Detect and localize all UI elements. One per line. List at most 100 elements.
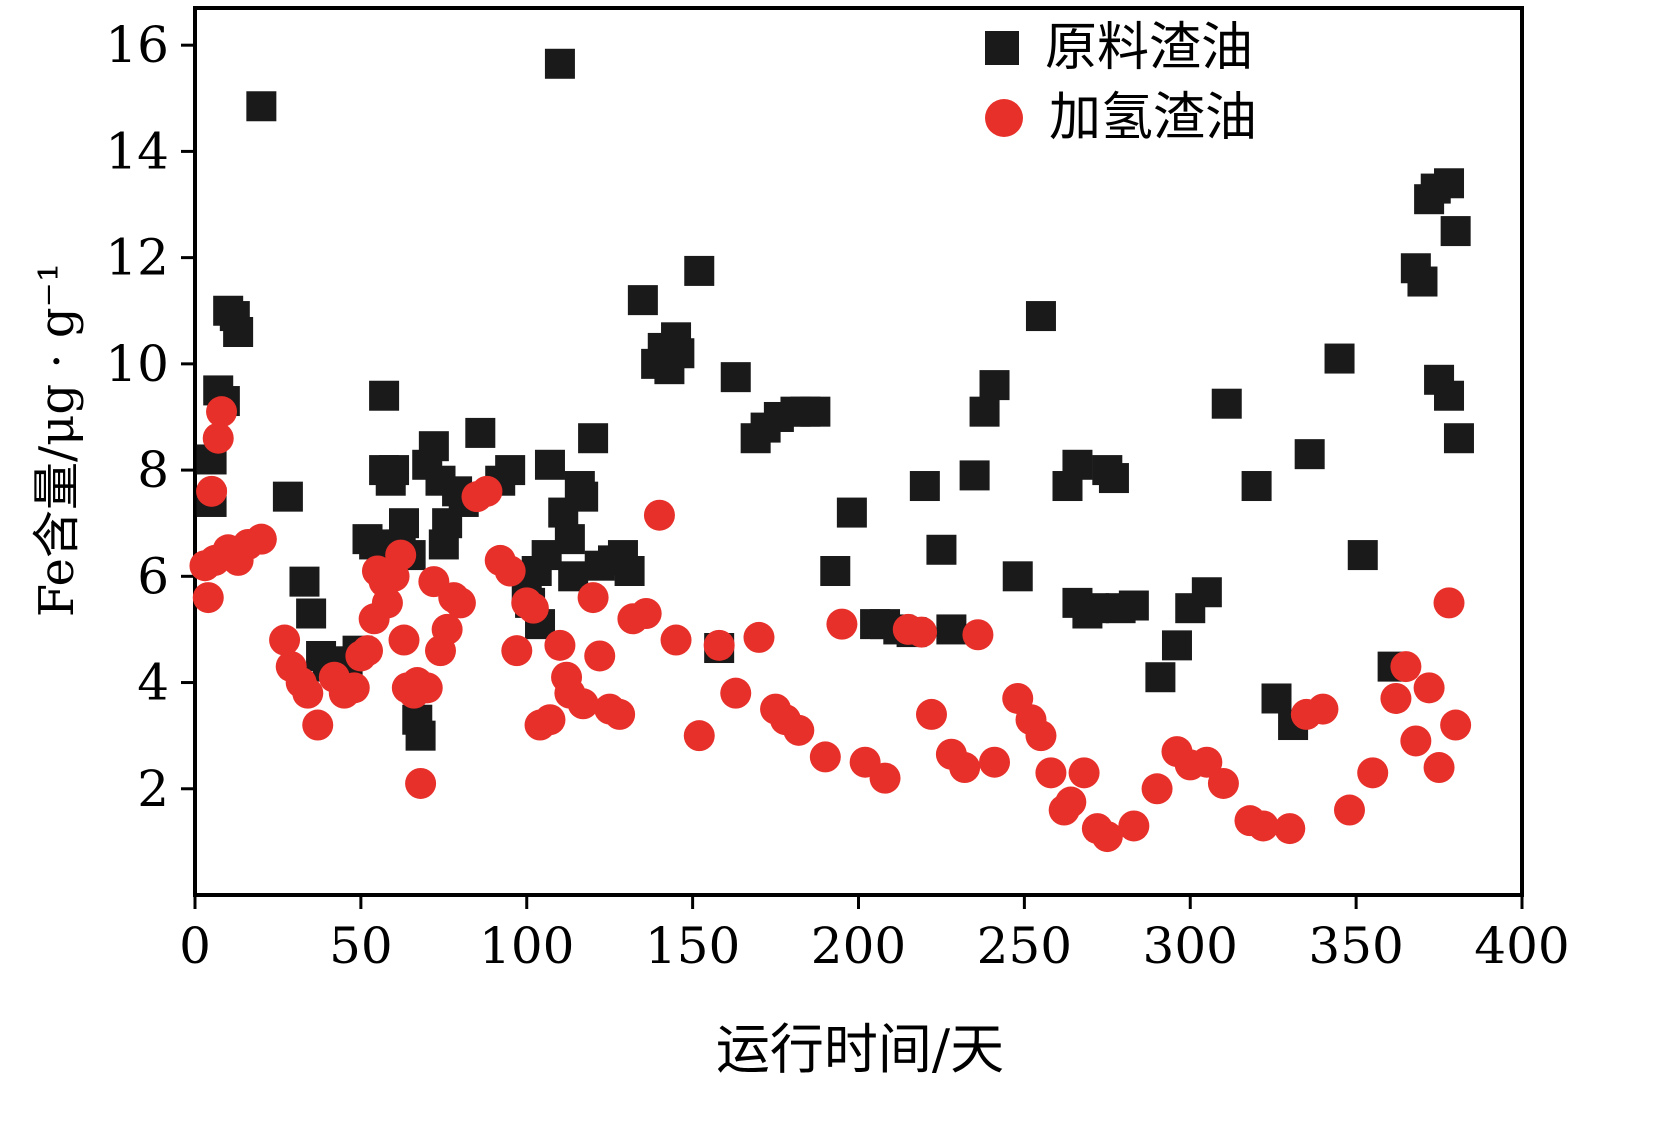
data-point-square <box>223 316 254 347</box>
x-tick-label: 100 <box>479 917 574 975</box>
data-point-circle <box>1035 757 1067 789</box>
data-point-circle <box>630 597 662 629</box>
data-point-circle <box>1068 757 1100 789</box>
x-tick-label: 150 <box>645 917 740 975</box>
x-tick-label: 250 <box>977 917 1072 975</box>
data-point-square <box>405 720 436 751</box>
data-point-square <box>627 285 658 316</box>
data-point-square <box>1407 266 1438 297</box>
data-point-circle <box>431 613 463 645</box>
data-point-circle <box>352 635 384 667</box>
data-point-circle <box>544 629 576 661</box>
data-point-square <box>568 481 599 512</box>
data-point-circle <box>1141 773 1173 805</box>
data-point-square <box>389 508 420 539</box>
data-point-square <box>1025 301 1056 332</box>
x-tick-label: 0 <box>179 917 211 975</box>
data-point-square <box>1294 439 1325 470</box>
data-point-square <box>289 566 320 597</box>
square-marker-icon <box>985 31 1019 65</box>
x-tick-label: 400 <box>1474 917 1569 975</box>
data-point-circle <box>1440 709 1472 741</box>
data-point-circle <box>1333 794 1365 826</box>
circle-marker-icon <box>985 99 1023 137</box>
data-point-circle <box>743 621 775 653</box>
data-point-square <box>800 396 831 427</box>
data-point-square <box>1347 540 1378 571</box>
data-point-square <box>1261 683 1292 714</box>
data-point-square <box>1161 630 1192 661</box>
y-tick-label: 4 <box>137 654 169 712</box>
data-point-square <box>936 614 967 645</box>
data-point-square <box>909 471 940 502</box>
data-point-square <box>379 455 410 486</box>
data-point-circle <box>826 608 858 640</box>
data-point-square <box>1118 590 1149 621</box>
data-point-square <box>1145 662 1176 693</box>
data-point-square <box>1098 463 1129 494</box>
data-point-square <box>820 556 851 587</box>
data-point-circle <box>1247 810 1279 842</box>
data-point-circle <box>1055 786 1087 818</box>
data-point-circle <box>206 396 238 428</box>
data-point-square <box>296 598 327 629</box>
data-point-circle <box>703 629 735 661</box>
data-point-circle <box>906 616 938 648</box>
data-point-square <box>1002 561 1033 592</box>
data-point-circle <box>1191 746 1223 778</box>
data-point-square <box>720 362 751 393</box>
x-tick-label: 50 <box>329 917 393 975</box>
data-point-circle <box>720 677 752 709</box>
data-point-circle <box>269 624 301 656</box>
data-point-square <box>359 529 390 560</box>
data-point-circle <box>1118 810 1150 842</box>
data-point-circle <box>1433 587 1465 619</box>
data-point-circle <box>1025 720 1057 752</box>
data-point-square <box>926 534 957 565</box>
data-point-square <box>534 449 565 480</box>
data-point-circle <box>1307 693 1339 725</box>
x-tick-label: 300 <box>1143 917 1238 975</box>
legend: 原料渣油 加氢渣油 <box>985 22 1257 144</box>
data-point-circle <box>809 741 841 773</box>
y-tick-label: 2 <box>137 760 169 818</box>
data-point-circle <box>915 698 947 730</box>
data-point-circle <box>388 624 420 656</box>
data-point-circle <box>584 640 616 672</box>
data-point-circle <box>949 752 981 784</box>
data-point-circle <box>405 767 437 799</box>
y-tick-label: 6 <box>137 547 169 605</box>
data-point-circle <box>577 582 609 614</box>
y-tick-label: 16 <box>105 16 169 74</box>
data-point-circle <box>202 422 234 454</box>
data-point-square <box>1241 471 1272 502</box>
data-point-circle <box>567 688 599 720</box>
data-point-square <box>664 338 695 369</box>
y-tick-label: 10 <box>105 335 169 393</box>
data-point-square <box>614 556 645 587</box>
data-point-circle <box>1390 651 1422 683</box>
y-axis-label: Fe含量/μg · g⁻¹ <box>29 262 85 618</box>
data-point-circle <box>1413 672 1445 704</box>
data-point-square <box>836 497 867 528</box>
data-point-circle <box>411 672 443 704</box>
data-point-square <box>578 423 609 454</box>
data-point-circle <box>196 475 228 507</box>
data-point-circle <box>1423 752 1455 784</box>
legend-label-hydrogenated-residue: 加氢渣油 <box>1049 88 1258 148</box>
legend-item-hydrogenated-residue: 加氢渣油 <box>985 92 1257 144</box>
x-axis-label: 运行时间/天 <box>715 1018 1005 1081</box>
data-point-circle <box>444 587 476 619</box>
data-point-square <box>495 455 526 486</box>
data-point-circle <box>604 698 636 730</box>
data-point-square <box>1434 380 1465 411</box>
data-point-circle <box>517 592 549 624</box>
legend-item-feed-residue: 原料渣油 <box>985 22 1257 74</box>
data-point-circle <box>660 624 692 656</box>
data-point-square <box>1079 593 1110 624</box>
y-tick-label: 14 <box>105 122 169 180</box>
data-point-circle <box>979 746 1011 778</box>
data-point-square <box>246 91 277 122</box>
